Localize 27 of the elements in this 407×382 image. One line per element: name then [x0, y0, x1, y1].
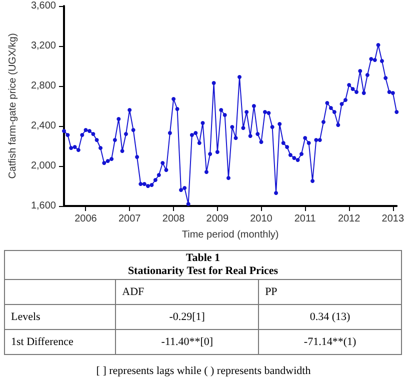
y-tick-label: 3,200 — [30, 40, 56, 52]
text: -0.29[1] — [116, 304, 259, 330]
y-tick-label: 2,000 — [30, 160, 56, 172]
x-tick-label: 2009 — [206, 214, 229, 224]
y-tick-label: 2,400 — [30, 120, 56, 132]
y-axis-title: Catfish farm-gate price (UGX/kg) — [8, 33, 18, 179]
text: -71.14**(1) — [258, 330, 402, 354]
x-tick-label: 2007 — [118, 214, 142, 224]
x-tick-label: 2008 — [162, 214, 186, 224]
text: -11.40**[0] — [116, 330, 259, 354]
x-tick-label: 2006 — [74, 214, 98, 224]
text: ADF — [116, 280, 259, 304]
y-tick-label: 3,600 — [30, 0, 56, 12]
x-tick-label: 2013 — [382, 214, 404, 224]
text: 0.34 (13) — [258, 304, 402, 330]
text: 1st Difference — [4, 330, 116, 354]
y-tick-label: 2,800 — [30, 80, 56, 92]
x-tick-label: 2012 — [338, 214, 361, 224]
text: Stationarity Test for Real Prices — [128, 265, 278, 277]
x-tick-label: 2011 — [294, 214, 316, 224]
x-axis-title: Time period (monthly) — [182, 230, 279, 240]
caption: Table 1 — [186, 252, 220, 264]
text: Levels — [4, 304, 116, 330]
text: PP — [258, 280, 402, 304]
text: [ ] represents lags while ( ) represents bandwidth — [95, 365, 312, 377]
x-tick-label: 2010 — [250, 214, 273, 224]
y-tick-label: 1,600 — [30, 200, 56, 212]
